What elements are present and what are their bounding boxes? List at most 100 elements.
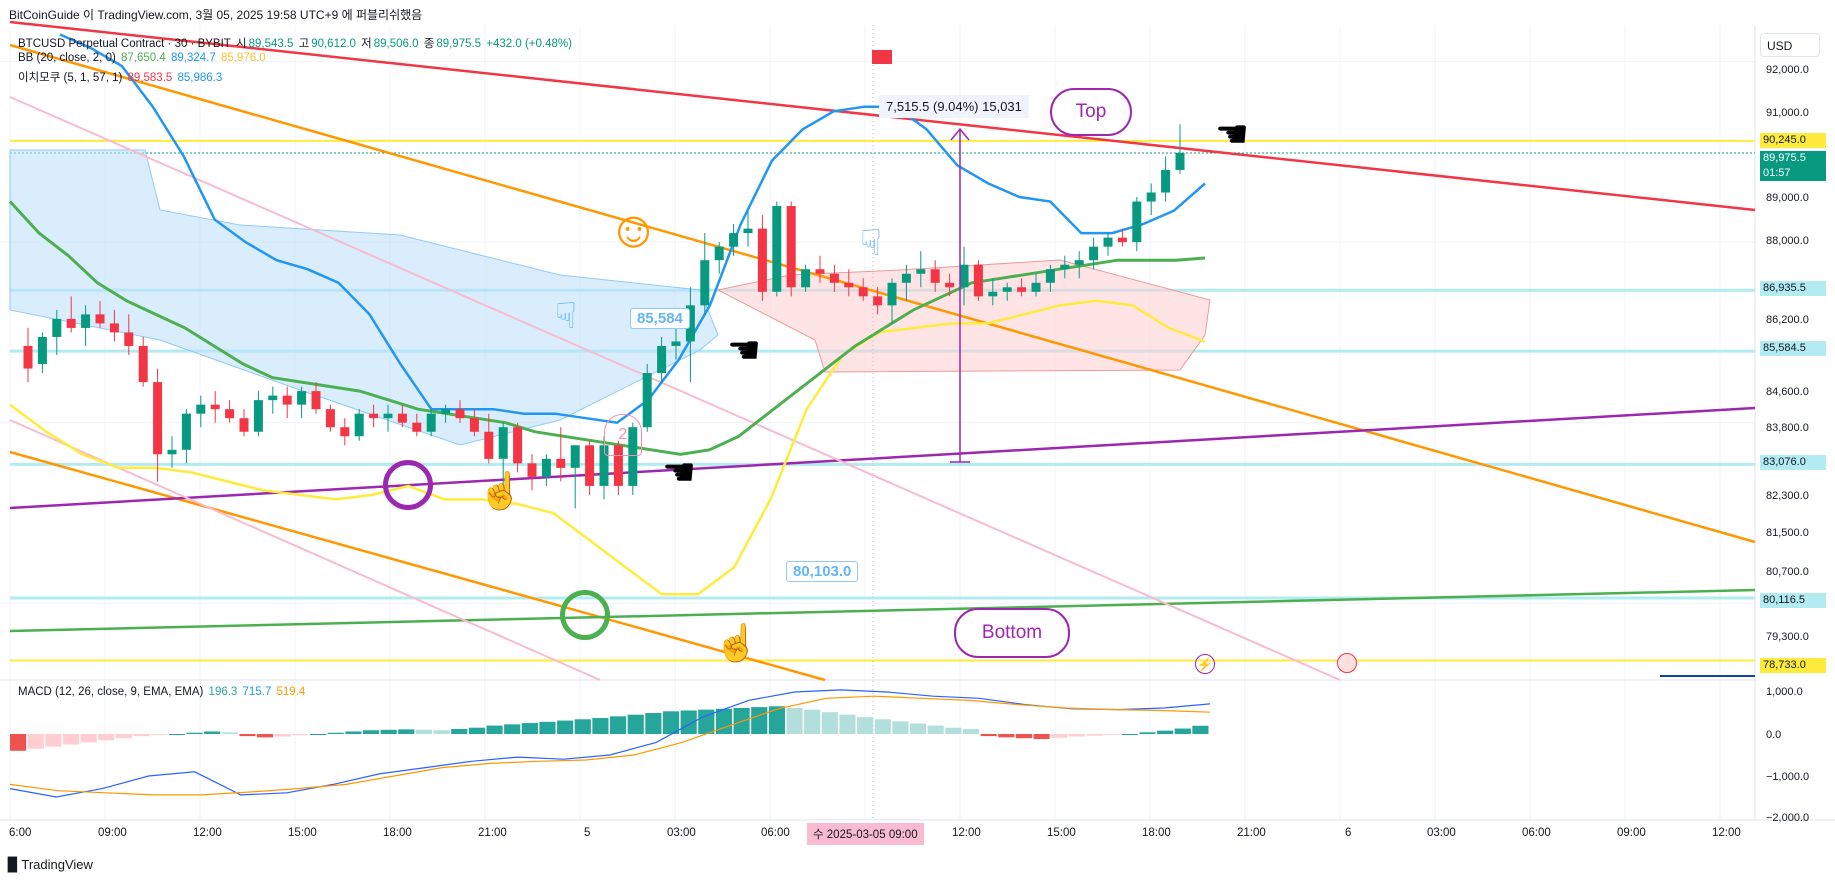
macd-histogram-bar <box>521 723 538 734</box>
time-label: 12:00 <box>1712 827 1741 839</box>
candle-body <box>441 409 451 414</box>
flag-icon[interactable] <box>872 50 892 64</box>
bb-legend[interactable]: BB (20, close, 2, 0) 87,650.4 89,324.7 8… <box>18 52 268 64</box>
ichimoku-a-value: 89,583.5 <box>127 72 173 84</box>
close-label: 종 <box>423 38 435 50</box>
measure-label: 7,515.5 (9.04%) 15,031 <box>879 95 1029 118</box>
price-axis-label: 89,000.0 <box>1766 192 1809 204</box>
us-flag-event-icon[interactable] <box>1337 653 1357 673</box>
crosshair-time-label: 09:00 <box>888 829 918 841</box>
candle-body <box>37 336 47 365</box>
crosshair-date: 수 2025-03-05 09:00 <box>807 823 924 845</box>
candle-body <box>1117 237 1127 243</box>
macd-histogram-bar <box>468 727 485 734</box>
macd-histogram-bar <box>998 734 1015 738</box>
time-label: 6:00 <box>9 827 32 839</box>
macd-histogram-bar <box>962 728 980 734</box>
macd-histogram-bar <box>45 734 62 747</box>
ichimoku-legend[interactable]: 이치모쿠 (5, 1, 57, 1) 89,583.5 85,986.3 <box>18 69 224 85</box>
macd-histogram-bar <box>62 734 80 745</box>
candle-body <box>124 332 134 346</box>
price-axis-label: 80,700.0 <box>1766 566 1809 578</box>
macd-signal-value: 519.4 <box>276 686 306 698</box>
candle-body <box>714 246 724 261</box>
candle-body <box>757 228 767 292</box>
ichimoku-cloud-bullish <box>9 149 719 446</box>
price-tag-cyan: 85,584.5 <box>1760 341 1826 356</box>
candle-body <box>1089 246 1099 261</box>
macd-histogram-bar <box>539 721 556 734</box>
time-label: 12:00 <box>952 827 981 839</box>
macd-label: MACD (12, 26, close, 9, EMA, EMA) <box>18 686 204 698</box>
macd-histogram-bar <box>574 719 591 734</box>
price-note[interactable]: 80,103.0 <box>786 561 859 582</box>
candle-body <box>916 269 926 274</box>
lightning-event-icon[interactable]: ⚡ <box>1195 654 1215 674</box>
macd-histogram-bar <box>415 729 433 734</box>
tired-face-icon <box>560 590 610 640</box>
symbol-legend[interactable]: BTCUSD Perpetual Contract · 30 · BYBIT 시… <box>18 35 574 51</box>
macd-histogram-bar <box>98 734 115 741</box>
candle-body <box>181 413 191 450</box>
currency-selector[interactable]: USD <box>1760 33 1820 57</box>
macd-line <box>9 689 1211 798</box>
candle-body <box>81 314 91 328</box>
trendline-green <box>9 588 1756 633</box>
macd-histogram-bar <box>857 717 874 734</box>
price-note[interactable]: 85,584 <box>630 308 690 329</box>
candle-body <box>66 318 76 328</box>
candle-body <box>354 413 364 437</box>
macd-histogram-bar <box>751 707 768 734</box>
candle-body <box>815 269 825 274</box>
macd-histogram-bar <box>662 711 680 734</box>
pointing-hand-icon: ☝ <box>714 622 759 663</box>
macd-histogram-bar <box>910 723 927 734</box>
candle-body <box>412 422 422 432</box>
macd-histogram-bar <box>504 724 521 734</box>
candle-body <box>268 395 278 401</box>
candle-body <box>585 445 595 486</box>
candle-body <box>469 418 479 432</box>
publish-watermark: BitCoinGuide 이 TradingView.com, 3월 05, 2… <box>9 8 423 22</box>
candle-body <box>1175 152 1185 170</box>
candle-body <box>671 341 681 346</box>
candle-body <box>513 427 523 464</box>
macd-histogram-bar <box>345 731 362 734</box>
candle-body <box>1017 287 1027 292</box>
macd-legend[interactable]: MACD (12, 26, close, 9, EMA, EMA) 196.3 … <box>18 686 307 698</box>
bottom-callout[interactable]: Bottom <box>954 608 1070 658</box>
candle-body <box>1045 269 1055 283</box>
candle-body <box>873 296 883 306</box>
macd-axis-label: 0.0 <box>1766 729 1782 741</box>
marker-2[interactable]: 2 <box>604 414 642 456</box>
open-value: 89,543.5 <box>248 38 294 50</box>
trendline-orange <box>9 43 1756 544</box>
candle-body <box>52 318 62 337</box>
branding-label: TradingView <box>21 857 93 872</box>
candle-body <box>397 413 407 423</box>
candle-body <box>1074 260 1084 265</box>
candle-body <box>167 449 177 455</box>
candle-body <box>210 404 220 410</box>
macd-axis-label: −2,000.0 <box>1766 812 1810 824</box>
macd-histogram-bar <box>627 714 644 734</box>
macd-histogram-bar <box>274 734 291 737</box>
macd-histogram-bar <box>945 727 962 734</box>
candle-body <box>253 400 263 432</box>
macd-histogram-bar <box>310 734 327 735</box>
tradingview-logo[interactable]: ▉ TradingView <box>8 857 93 873</box>
bb-upper-line <box>59 33 1206 425</box>
low-label: 저 <box>361 38 372 50</box>
measure-arrowhead <box>950 127 970 141</box>
price-axis-label: 82,300.0 <box>1766 490 1809 502</box>
low-value: 89,506.0 <box>373 38 419 50</box>
change-value: +432.0 (+0.48%) <box>486 38 572 50</box>
candle-body <box>383 413 393 419</box>
candle-body <box>498 427 508 459</box>
candle-body <box>772 206 782 292</box>
macd-histogram-bar <box>10 734 27 751</box>
time-label: 03:00 <box>667 827 696 839</box>
candle-body <box>138 345 148 383</box>
top-callout[interactable]: Top <box>1050 88 1132 136</box>
